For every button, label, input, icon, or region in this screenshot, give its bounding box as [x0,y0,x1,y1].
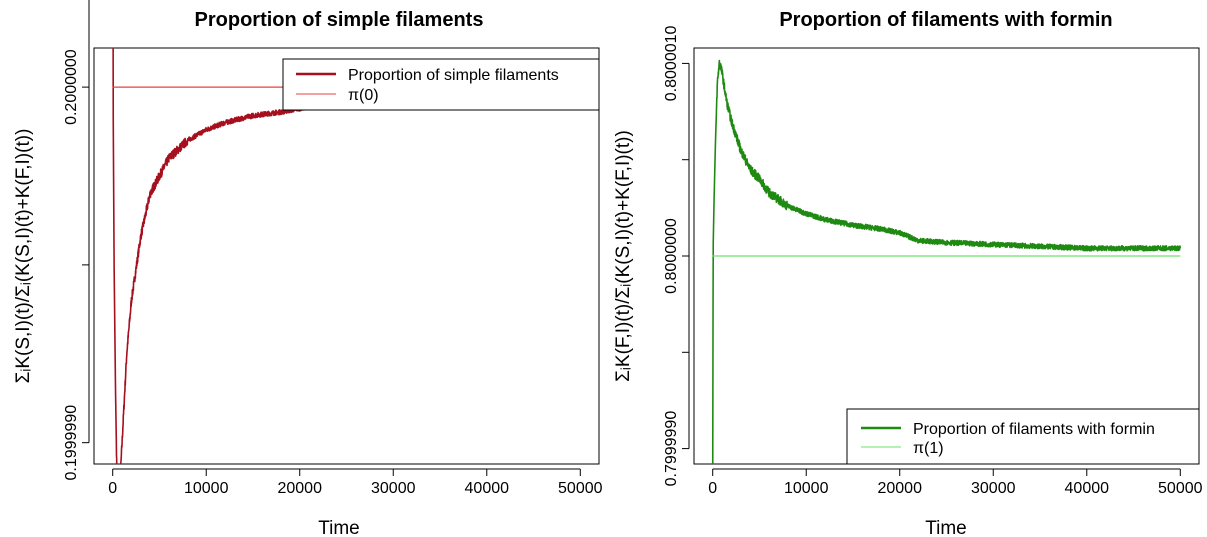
x-tick-label: 40000 [1065,480,1110,497]
x-tick-label: 10000 [784,480,829,497]
chart-title: Proportion of filaments with formin [779,9,1112,31]
series-line-0 [711,59,1182,464]
x-tick-label: 50000 [558,480,603,497]
y-tick-label: 0.8000010 [663,25,680,101]
y-tick-label: 0.8000000 [663,218,680,294]
chart-title: Proportion of simple filaments [195,9,484,31]
legend: Proportion of filaments with formin π(1) [846,408,1200,465]
y-tick-label: 0.7999990 [663,411,680,487]
legend-label-series-0: Proportion of simple filaments [348,67,559,84]
x-axis-label: Time [925,518,967,537]
y-axis-label: ΣᵢK(F,I)(t)/Σᵢ(K(S,I)(t)+K(F,I)(t)) [613,130,634,382]
legend-label-series-1: π(1) [913,440,944,457]
plot-area [711,59,1182,464]
legend-box [282,58,600,111]
x-tick-label: 30000 [371,480,416,497]
x-tick-label: 20000 [277,480,322,497]
x-axis: 0 10000 20000 30000 40000 50000 [708,468,1203,497]
x-tick-label: 0 [708,480,717,497]
legend-label-series-1: π(0) [348,87,379,104]
legend-label-series-0: Proportion of filaments with formin [913,421,1155,438]
legend: Proportion of simple filaments π(0) [282,58,600,111]
x-axis: 0 10000 20000 30000 40000 50000 [108,468,603,497]
x-tick-label: 10000 [184,480,229,497]
x-tick-label: 0 [108,480,117,497]
y-axis: 0.7999990 0.8000000 0.8000010 [663,25,690,487]
x-tick-label: 50000 [1158,480,1203,497]
y-tick-label: 0.2000000 [63,49,80,125]
y-axis-label: ΣᵢK(S,I)(t)/Σᵢ(K(S,I)(t)+K(F,I)(t)) [13,129,34,384]
chart-simple-filaments: Proportion of simple filaments 0 10000 200… [13,0,603,537]
plot-frame [93,47,600,465]
y-tick-label: 0.1999990 [63,405,80,481]
x-tick-label: 20000 [877,480,922,497]
legend-box [846,408,1200,465]
x-axis-label: Time [318,518,360,537]
chart-formin-filaments: Proportion of filaments with formin 0 100… [613,9,1203,537]
x-tick-label: 40000 [465,480,510,497]
x-tick-label: 30000 [971,480,1016,497]
